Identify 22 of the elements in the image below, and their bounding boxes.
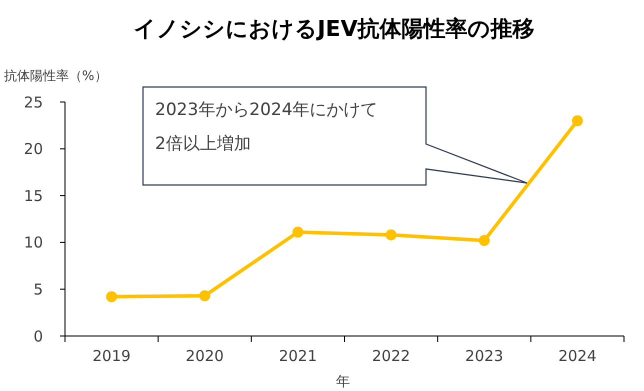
point (478, 235, 490, 246)
y-tick-label: 0 (33, 327, 43, 346)
chart-title: イノシシにおけるJEV抗体陽性率の推移 (133, 16, 535, 42)
x-tick-label: 2024 (558, 347, 597, 365)
point (292, 226, 304, 238)
x-tick-label: 2023 (465, 347, 504, 365)
y-tick-label: 25 (24, 93, 43, 112)
annotation: 2023年から2024年にかけて 2倍以上増加 (155, 100, 378, 154)
x-tick-label: 2022 (372, 347, 410, 365)
point (199, 290, 210, 302)
y-tick-label: 5 (33, 280, 43, 298)
x-tick-label: 2021 (278, 347, 318, 365)
x-tick-label: 2020 (186, 347, 224, 365)
point (386, 229, 397, 240)
x-axis-title: 年 (336, 374, 350, 390)
x-tick-label: 2019 (92, 347, 131, 365)
y-tick-label: 15 (24, 186, 43, 205)
y-axis-title: 抗体陽性率（%） (4, 68, 108, 84)
point (572, 115, 583, 126)
y-tick-label: 10 (24, 234, 43, 252)
point (106, 291, 118, 302)
y-tick-label: 20 (24, 140, 43, 158)
